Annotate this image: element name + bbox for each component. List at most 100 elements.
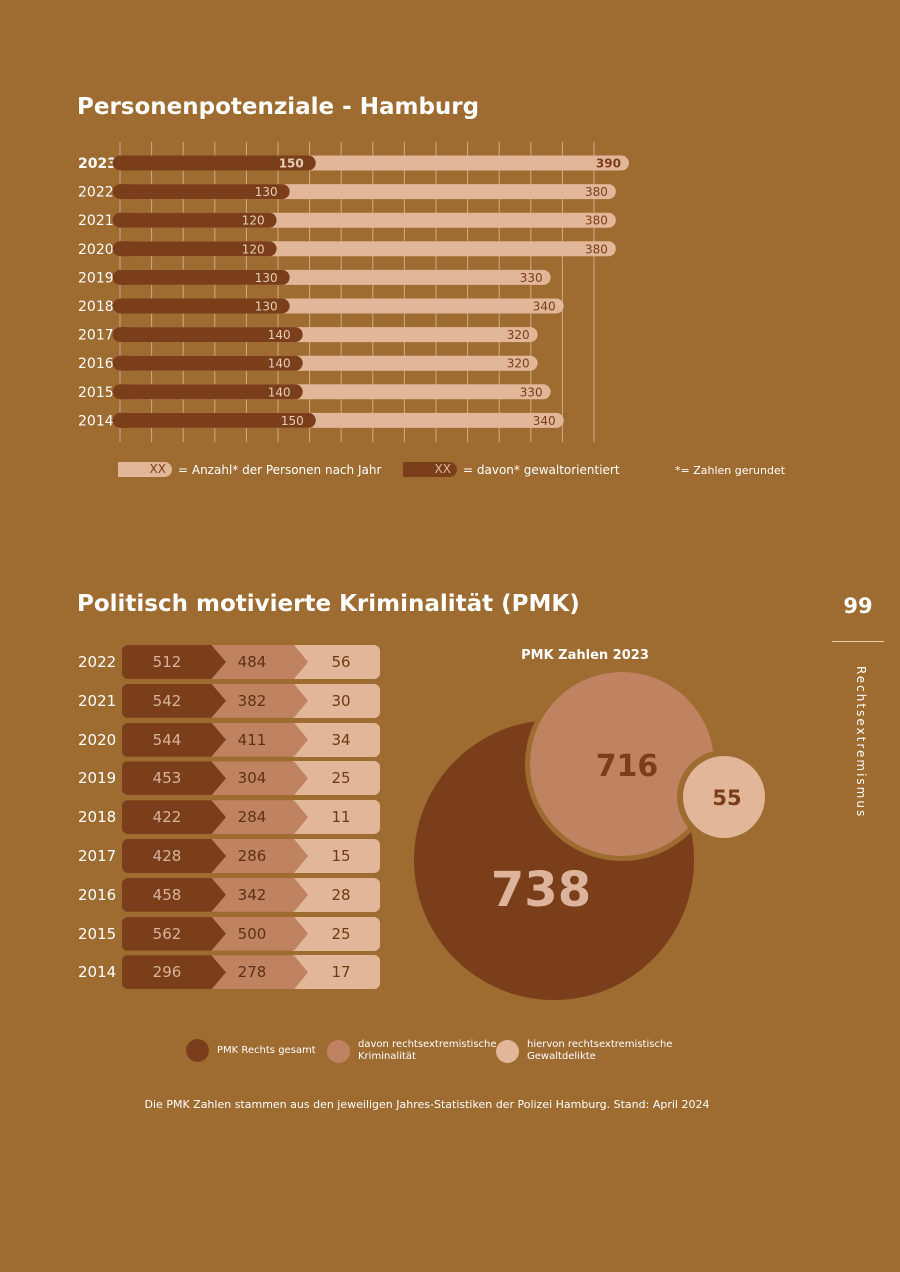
- value-label-violent: 130: [255, 300, 278, 314]
- year-label: 2021: [78, 213, 114, 229]
- pmk-cell-gesamt: 428: [122, 839, 226, 873]
- value-label-violent: 140: [268, 385, 291, 399]
- pmk-row: 2021 30 382 542: [78, 683, 380, 718]
- value-label-total: 330: [520, 271, 543, 285]
- pmk-bubble-chart: 738 716 55: [414, 672, 765, 1000]
- pmk-year-label: 2017: [78, 847, 117, 865]
- pmk-cell-gesamt: 458: [122, 877, 226, 912]
- pmk-legend-rechtsextrem: davon rechtsextremistische Kriminalität: [327, 1039, 497, 1063]
- pmk-year-label: 2015: [78, 924, 117, 943]
- value-label-violent: 150: [281, 414, 304, 428]
- pmk-row: 2015 25 500 562: [78, 916, 380, 951]
- pmk-row: 2019 25 304 453: [78, 761, 380, 796]
- bar-violent: [112, 298, 290, 314]
- pmk-year-label: 2018: [78, 808, 117, 827]
- year-label: 2015: [78, 385, 114, 401]
- pmk-cells: 30 382 542: [122, 683, 380, 718]
- bar-violent-cap: [120, 355, 130, 371]
- bar-violent: [112, 384, 303, 400]
- bar-violent-cap: [120, 155, 130, 171]
- pmk-cell-gesamt: 422: [122, 800, 226, 835]
- bubble-value-gewalt: 55: [712, 786, 741, 810]
- bar-violent: [112, 269, 290, 285]
- bubble-chart-title: PMK Zahlen 2023: [521, 648, 649, 663]
- year-label: 2014: [78, 413, 114, 429]
- pmk-legend-rechtsextrem-line1: davon rechtsextremistische: [358, 1039, 497, 1050]
- sidebar-divider: [832, 641, 884, 642]
- pmk-year-label: 2019: [78, 769, 117, 788]
- chapter-label: Rechtsextremismus: [854, 666, 868, 819]
- page-number: 99: [843, 594, 873, 618]
- year-label: 2018: [78, 299, 114, 315]
- year-label: 2020: [78, 242, 114, 258]
- pmk-row: 2016 28 342 458: [78, 877, 380, 912]
- value-label-violent: 150: [279, 157, 304, 171]
- value-label-total: 390: [596, 157, 621, 171]
- year-label: 2017: [78, 328, 114, 344]
- bar-violent-cap: [120, 327, 130, 343]
- bubble-gewalt: [683, 756, 765, 838]
- legend-violent: XX = davon* gewaltorientiert: [403, 462, 620, 477]
- bubble-value-rechtsextrem: 716: [596, 749, 659, 784]
- year-label: 2019: [78, 270, 114, 286]
- bar-violent: [112, 355, 303, 371]
- pmk-row: 2020 34 411 544: [78, 722, 380, 757]
- bar-violent: [112, 155, 316, 171]
- bar-violent: [112, 184, 290, 200]
- bar-violent: [112, 327, 303, 343]
- pmk-cells: 11 284 422: [122, 800, 380, 835]
- pmk-legend-rechtsextrem-dot: [327, 1039, 350, 1063]
- pmk-legend-gewalt-dot: [496, 1039, 519, 1063]
- bar-violent: [112, 212, 277, 228]
- value-label-total: 380: [585, 214, 608, 228]
- pmk-legend-gewalt-line1: hiervon rechtsextremistische: [527, 1039, 673, 1050]
- personenpotenziale-bar-chart: 2023 390 150 2022 380 130 2021 380 120 2020 380 120…: [78, 142, 629, 442]
- legend-total: XX = Anzahl* der Personen nach Jahr: [118, 462, 381, 477]
- bar-violent-cap: [120, 384, 130, 400]
- pmk-source-note: Die PMK Zahlen stammen aus den jeweilige…: [144, 1098, 710, 1111]
- pmk-row: 2018 11 284 422: [78, 800, 380, 835]
- pmk-cell-gesamt: 544: [122, 722, 226, 757]
- pmk-year-label: 2022: [78, 653, 117, 671]
- pmk-cells: 28 342 458: [122, 877, 380, 912]
- value-label-total: 330: [520, 385, 543, 399]
- pmk-legend-gesamt-dot: [186, 1039, 209, 1062]
- bar-violent: [112, 412, 316, 428]
- value-label-violent: 130: [255, 271, 278, 285]
- pmk-cells: 25 500 562: [122, 916, 380, 951]
- pmk-row: 2014 17 278 296: [78, 955, 380, 990]
- pmk-cell-gesamt: 453: [122, 761, 226, 796]
- bar-violent-cap: [120, 184, 130, 200]
- value-label-total: 320: [507, 328, 530, 342]
- bar-violent-cap: [120, 412, 130, 428]
- pmk-legend-rechtsextrem-line2: Kriminalität: [358, 1051, 416, 1062]
- value-label-violent: 120: [242, 242, 265, 256]
- pmk-row: 2022 56 484 512: [78, 645, 380, 679]
- pmk-cell-gesamt: 296: [122, 955, 226, 990]
- pmk-year-label: 2014: [78, 963, 117, 982]
- legend-total-label: = Anzahl* der Personen nach Jahr: [178, 462, 382, 477]
- pmk-legend-gewalt-line2: Gewaltdelikte: [527, 1051, 596, 1062]
- pmk-cells: 17 278 296: [122, 955, 380, 990]
- value-label-total: 340: [533, 300, 556, 314]
- pmk-cells: 56 484 512: [122, 645, 380, 679]
- pmk-row: 2017 15 286 428: [78, 839, 380, 873]
- chart-title-pmk: Politisch motivierte Kriminalität (PMK): [77, 591, 580, 617]
- value-label-violent: 140: [268, 328, 291, 342]
- legend-violent-swatch: XX: [403, 462, 457, 477]
- pmk-legend-gewalt: hiervon rechtsextremistische Gewaltdelikt…: [496, 1039, 672, 1063]
- year-label: 2022: [78, 185, 114, 201]
- bubble-value-gesamt: 738: [491, 862, 591, 918]
- bar-violent: [112, 241, 277, 257]
- bar-violent-cap: [120, 212, 130, 228]
- value-label-total: 380: [585, 242, 608, 256]
- bar-violent-cap: [120, 241, 130, 257]
- pmk-year-label: 2016: [78, 885, 117, 904]
- pmk-cell-gewalt: 34: [292, 722, 380, 757]
- pmk-cell-rechtsextrem: 284: [208, 800, 308, 835]
- pmk-year-label: 2020: [78, 730, 117, 749]
- pmk-cells: 15 286 428: [122, 839, 380, 873]
- pmk-cell-gesamt: 562: [122, 916, 226, 951]
- pmk-legend-gesamt: PMK Rechts gesamt: [186, 1039, 316, 1062]
- value-label-violent: 120: [242, 214, 265, 228]
